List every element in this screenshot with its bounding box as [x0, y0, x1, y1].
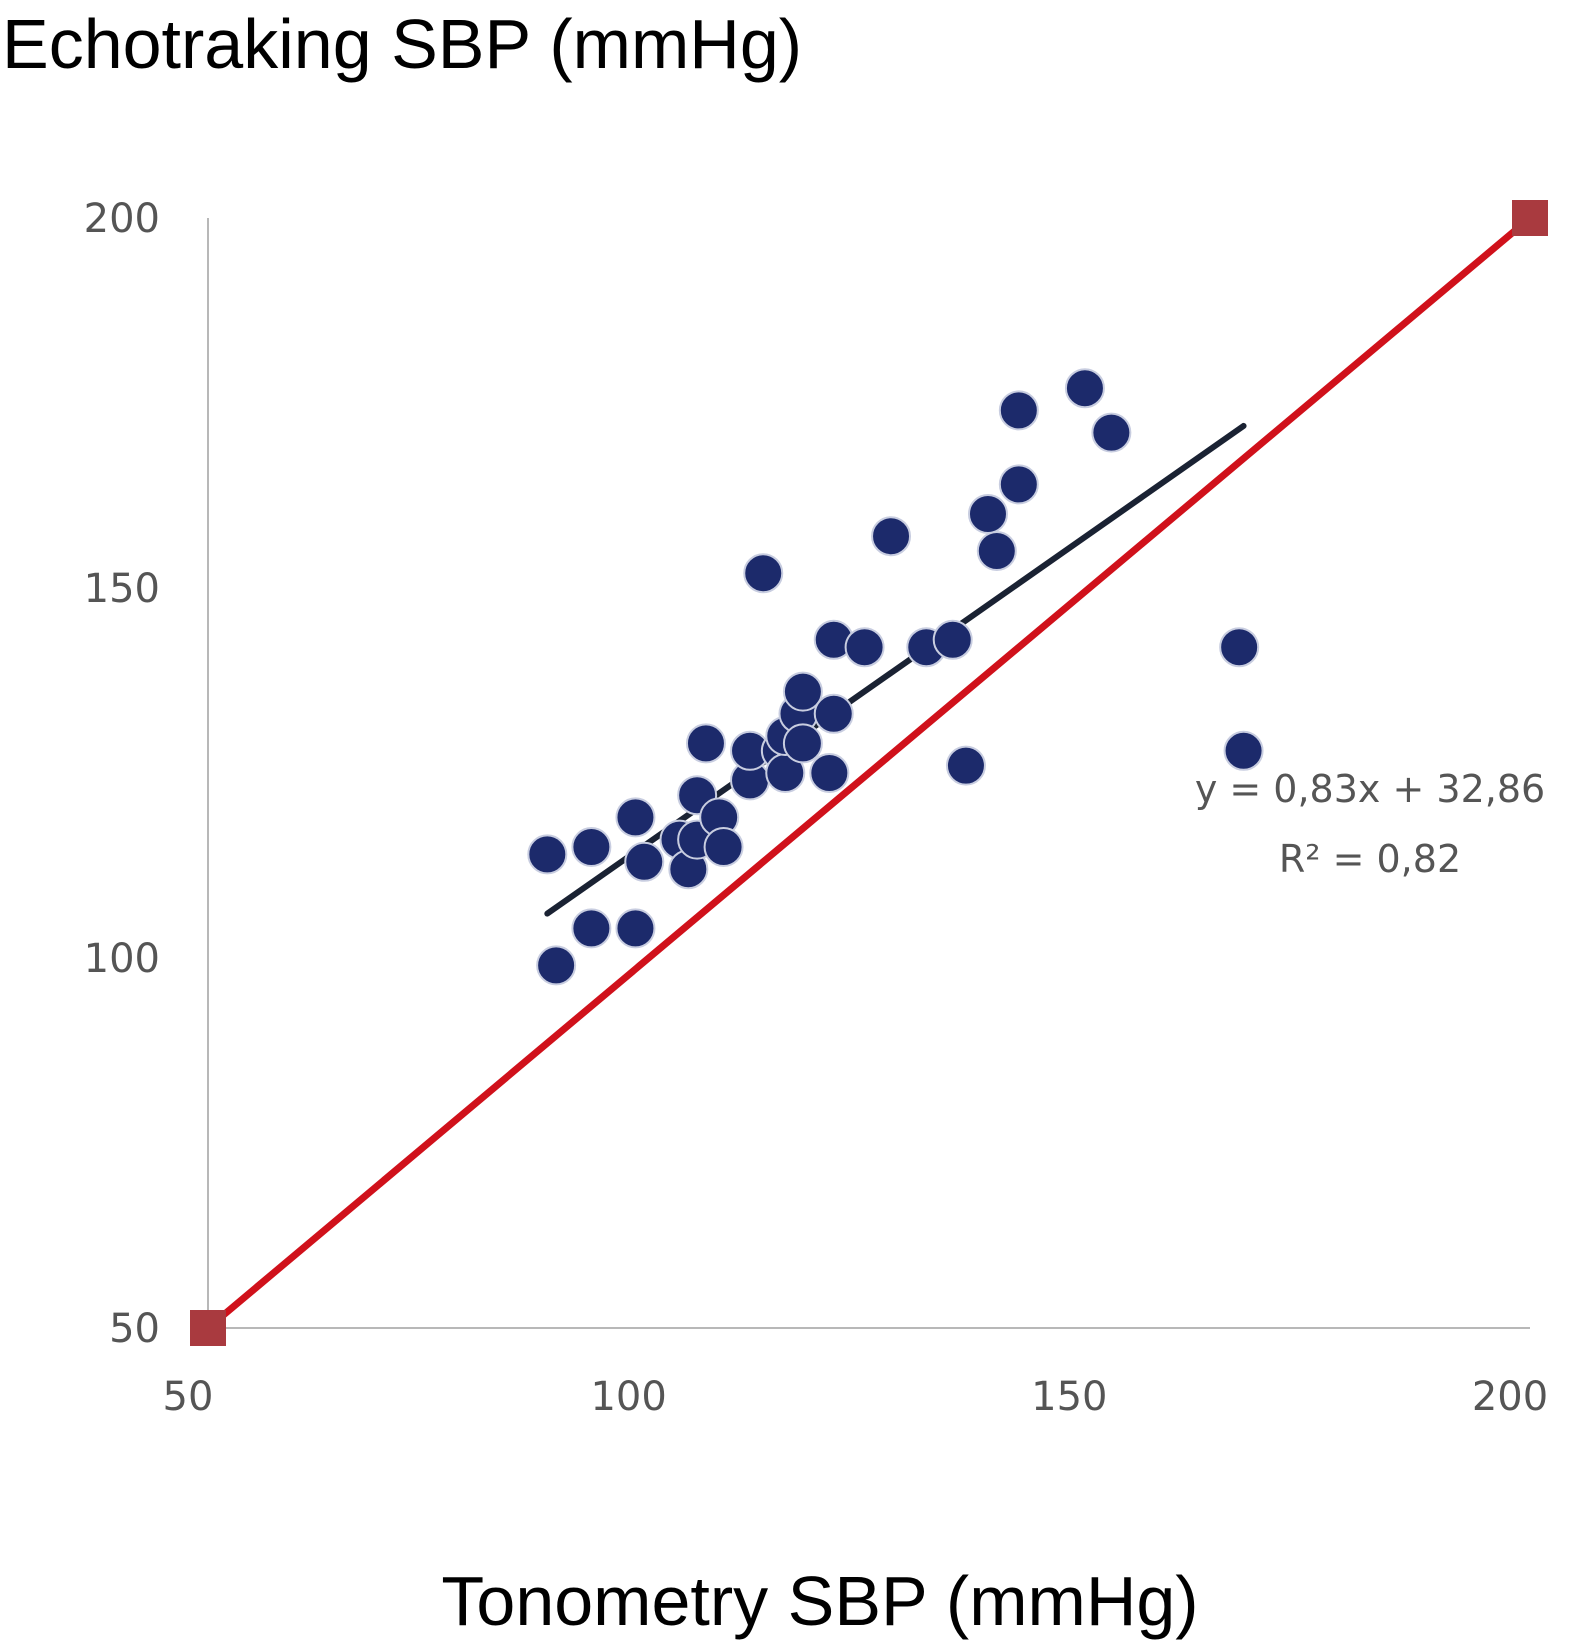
y-tick-label: 150: [84, 566, 160, 612]
data-point: [998, 390, 1039, 431]
x-tick-label: 50: [163, 1374, 214, 1420]
data-point: [967, 494, 1008, 534]
data-point: [932, 619, 973, 660]
data-point: [536, 945, 577, 986]
identity-endpoint-marker: [190, 1310, 226, 1346]
data-point: [527, 834, 568, 875]
data-point: [844, 627, 885, 668]
scatter-points: [527, 368, 1264, 986]
data-point: [998, 464, 1039, 505]
trend-line: [544, 422, 1247, 917]
x-tick-label: 100: [590, 1374, 666, 1420]
data-point: [743, 553, 784, 594]
x-axis-title: Tonometry SBP (mmHg): [441, 1562, 1198, 1640]
data-point: [571, 908, 612, 949]
y-tick-label: 200: [84, 196, 160, 242]
data-point: [624, 841, 665, 882]
y-tick-label: 50: [109, 1306, 160, 1352]
r-squared-label: R² = 0,82: [1279, 837, 1461, 881]
y-tick-labels: 50 100 150 200: [84, 196, 160, 1352]
data-point: [782, 723, 823, 764]
identity-line: [204, 214, 1534, 1332]
regression-equation-label: y = 0,83x + 32,86: [1195, 767, 1545, 811]
x-tick-labels: 50 100 150 200: [163, 1374, 1549, 1420]
x-tick-label: 200: [1472, 1374, 1548, 1420]
data-point: [782, 671, 823, 712]
y-tick-label: 100: [84, 936, 160, 982]
data-point: [1091, 412, 1132, 453]
identity-markers: [190, 200, 1548, 1346]
data-point: [945, 745, 986, 786]
data-point: [703, 827, 744, 867]
x-tick-label: 150: [1031, 1374, 1107, 1420]
data-point: [615, 908, 656, 949]
data-point: [871, 516, 912, 557]
y-axis-title: Echotraking SBP (mmHg): [2, 5, 802, 83]
data-point: [1219, 627, 1260, 668]
data-point: [571, 827, 612, 867]
data-point: [1223, 730, 1264, 771]
data-point: [976, 531, 1017, 571]
identity-endpoint-marker: [1512, 200, 1548, 236]
data-point: [809, 753, 850, 793]
data-point: [685, 723, 726, 764]
data-point: [1064, 368, 1105, 409]
data-point: [813, 693, 854, 734]
data-point: [615, 797, 656, 838]
